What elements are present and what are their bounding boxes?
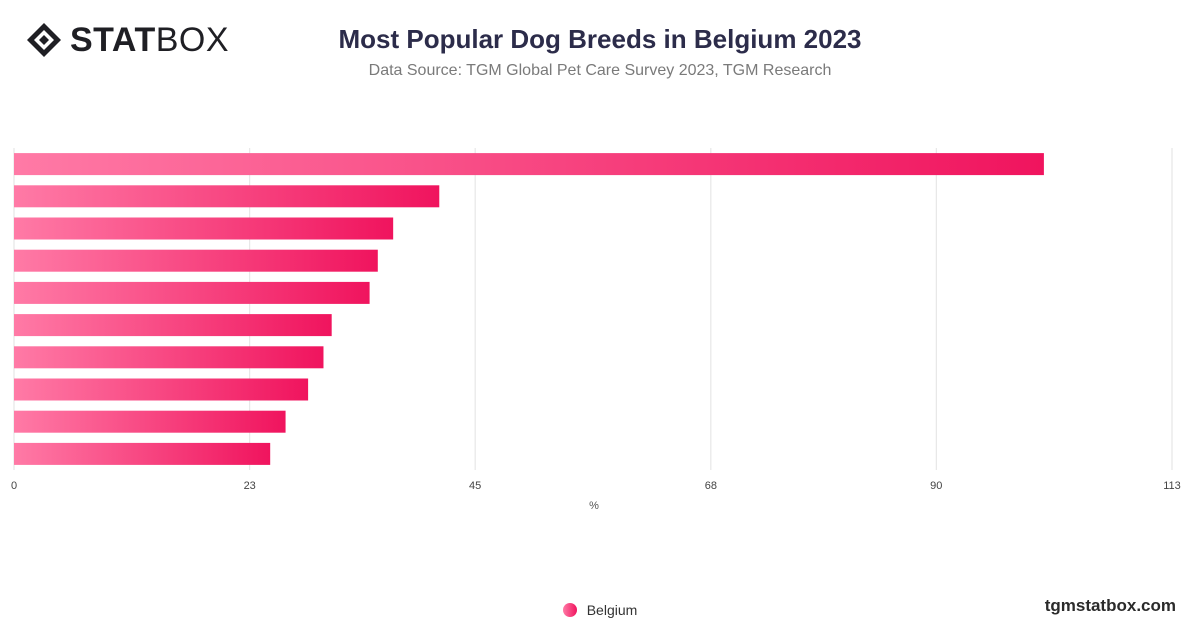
logo-bold-text: STAT: [70, 21, 156, 59]
x-tick-label: 0: [11, 480, 17, 492]
x-axis-label: %: [589, 500, 599, 512]
bar[interactable]: [14, 249, 378, 272]
bar[interactable]: [14, 281, 370, 304]
x-tick-label: 90: [930, 480, 942, 492]
statbox-logo: STATBOX: [26, 22, 229, 58]
legend-label: Belgium: [586, 602, 638, 618]
legend-marker-icon: [562, 603, 577, 617]
bar[interactable]: [14, 217, 394, 240]
legend[interactable]: Belgium: [0, 602, 1200, 618]
bar[interactable]: [14, 410, 286, 433]
logo-wordmark: STATBOX: [70, 23, 229, 57]
chart-subtitle: Data Source: TGM Global Pet Care Survey …: [368, 62, 832, 79]
diamond-logo-icon: [27, 23, 61, 57]
bar[interactable]: [14, 346, 324, 369]
bar[interactable]: [14, 185, 440, 208]
x-tick-label: 113: [1163, 480, 1181, 492]
bar[interactable]: [14, 378, 309, 401]
bar[interactable]: [14, 153, 1044, 176]
x-tick-label: 45: [469, 480, 481, 492]
logo-light-text: BOX: [155, 21, 230, 59]
x-tick-label: 68: [705, 480, 717, 492]
footer-site: tgmstatbox.com: [1044, 596, 1176, 615]
x-tick-label: 23: [244, 480, 256, 492]
chart-title: Most Popular Dog Breeds in Belgium 2023: [338, 24, 862, 54]
bar[interactable]: [14, 442, 271, 465]
bar[interactable]: [14, 314, 332, 337]
bar-chart: 0 23 45 68 90 113 %: [11, 148, 1181, 512]
